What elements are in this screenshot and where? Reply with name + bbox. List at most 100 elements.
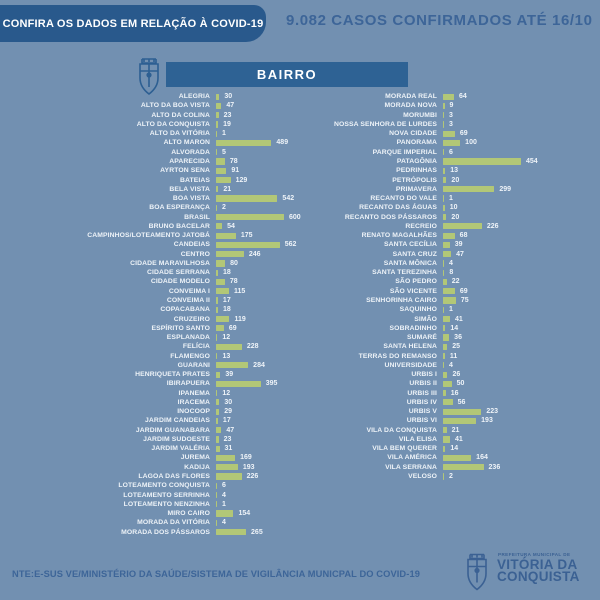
bairro-label: PANORAMA	[396, 139, 437, 147]
bairro-label: UNIVERSIDADE	[384, 361, 437, 369]
bar-value: 5	[222, 148, 226, 156]
bar	[216, 278, 225, 286]
bairro-label: VILA ELISA	[398, 435, 437, 443]
bairro-label: URBIS II	[409, 380, 437, 388]
bar	[443, 260, 444, 267]
bar	[443, 158, 521, 165]
bar-value: 600	[289, 213, 301, 221]
bairro-label: CANDEIAS	[173, 241, 210, 249]
bar-value: 154	[238, 510, 251, 518]
bar-value: 69	[459, 130, 468, 138]
bairro-label: CIDADE SERRANA	[147, 269, 210, 277]
bairro-label: SANTA MÔNICA	[383, 259, 437, 267]
bar	[216, 454, 236, 462]
bar-value: 78	[229, 278, 238, 286]
bar-value: 12	[222, 389, 231, 397]
bar-value: 1	[222, 500, 226, 508]
bar-value: 22	[451, 278, 460, 286]
bar-value: 265	[251, 528, 263, 536]
bairro-label: SANTA TEREZINHA	[372, 269, 437, 277]
bairro-label: LAGOA DAS FLORES	[138, 473, 210, 481]
bar-value: 4	[222, 491, 226, 499]
bar-row: JARDIM CANDEIAS 17	[18, 416, 318, 425]
bar-row: SÃO PEDRO 22	[252, 277, 592, 286]
bar	[443, 232, 455, 239]
bar	[216, 158, 225, 165]
bairro-label: CIDADE MARAVILHOSA	[130, 259, 210, 267]
bar-value: 8	[449, 269, 454, 277]
bar-value: 21	[451, 426, 460, 434]
bar	[216, 427, 222, 434]
bar-value: 226	[246, 473, 259, 481]
bar	[443, 306, 444, 313]
bar-row: PRIMAVERA 299	[252, 185, 592, 194]
bar-row: SÃO VICENTE 69	[252, 287, 592, 296]
bairro-label: ALTO MARON	[163, 139, 210, 147]
bar	[216, 399, 220, 406]
bairro-label: JARDIM SUDOESTE	[143, 435, 210, 443]
bar-value: 3	[449, 111, 453, 119]
bar	[443, 343, 448, 350]
bar-value: 13	[450, 167, 459, 175]
bar	[443, 315, 451, 323]
bar	[216, 149, 217, 156]
bar-value: 47	[456, 250, 464, 258]
bar-row: VILA SERRANA 236	[252, 463, 592, 472]
bar-value: 246	[248, 250, 261, 258]
bar-value: 31	[224, 445, 233, 453]
bairro-label: BOA VISTA	[172, 195, 210, 203]
bar-value: 69	[459, 287, 468, 295]
bar	[443, 176, 447, 184]
bar	[443, 130, 455, 137]
bar-row: SANTA CRUZ 47	[252, 250, 592, 259]
bar	[216, 241, 280, 248]
bairro-label: CONVEIMA I	[168, 287, 210, 295]
bar-row: CIDADE MODELO 78	[18, 277, 318, 286]
bar	[216, 93, 220, 100]
bar-value: 30	[224, 398, 233, 406]
data-source-note: NTE:E-SUS VE/MINISTÉRIO DA SAÚDE/SISTEMA…	[12, 569, 420, 579]
bar-row: CENTRO 246	[18, 250, 318, 259]
bar	[216, 408, 220, 415]
bar	[443, 269, 445, 276]
bar-value: 119	[234, 315, 246, 323]
bar-row: BRASIL 600	[18, 212, 318, 221]
bar	[216, 232, 236, 239]
bairro-label: JARDIM GUANABARA	[135, 426, 210, 434]
bar-row: SAQUINHO 1	[252, 305, 592, 314]
bar	[216, 269, 219, 276]
bairro-label: MORADA NOVA	[384, 102, 437, 110]
bairro-label: ESPLANADA	[166, 334, 210, 342]
bar	[443, 121, 444, 128]
bar-row: NOVA CIDADE 69	[252, 129, 592, 138]
bairro-label: SAQUINHO	[399, 306, 437, 314]
bar-row: ALTO MARON 489	[18, 138, 318, 147]
bar	[216, 473, 242, 480]
bar-value: 115	[234, 287, 246, 295]
bar-row: LOTEAMENTO SERRINHA 4	[18, 490, 318, 499]
bar-row: CRUZEIRO 119	[18, 314, 318, 323]
bar	[443, 251, 452, 258]
bar-row: BRUNO BACELAR 54	[18, 222, 318, 231]
bar-value: 11	[449, 352, 458, 360]
bar-row: IPANEMA 12	[18, 389, 318, 398]
bar-row: JARDIM SUDOESTE 23	[18, 435, 318, 444]
bar	[443, 371, 448, 378]
bar	[443, 454, 472, 462]
bar-value: 6	[222, 482, 226, 490]
bar-value: 2	[222, 204, 226, 212]
bairro-label: BRASIL	[184, 213, 210, 221]
bar	[443, 362, 444, 369]
bairro-label: MORADA DA VITÓRIA	[137, 519, 210, 527]
page-title: 9.082 CASOS CONFIRMADOS ATÉ 16/10	[286, 12, 593, 29]
bar-chart-column-left: ALEGRIA 30 ALTO DA BOA VISTA 47 ALTO DA COLI…	[18, 92, 318, 537]
bar-row: SANTA MÔNICA 4	[252, 259, 592, 268]
bairro-label: VILA SERRANA	[385, 463, 437, 471]
bar-value: 395	[265, 380, 278, 388]
bar-value: 175	[240, 232, 253, 240]
bar	[216, 315, 230, 323]
bar	[216, 288, 230, 295]
header-banner-label: CONFIRA OS DADOS EM RELAÇÃO À COVID-19	[2, 17, 264, 30]
bairro-label: URBIS I	[411, 371, 437, 379]
